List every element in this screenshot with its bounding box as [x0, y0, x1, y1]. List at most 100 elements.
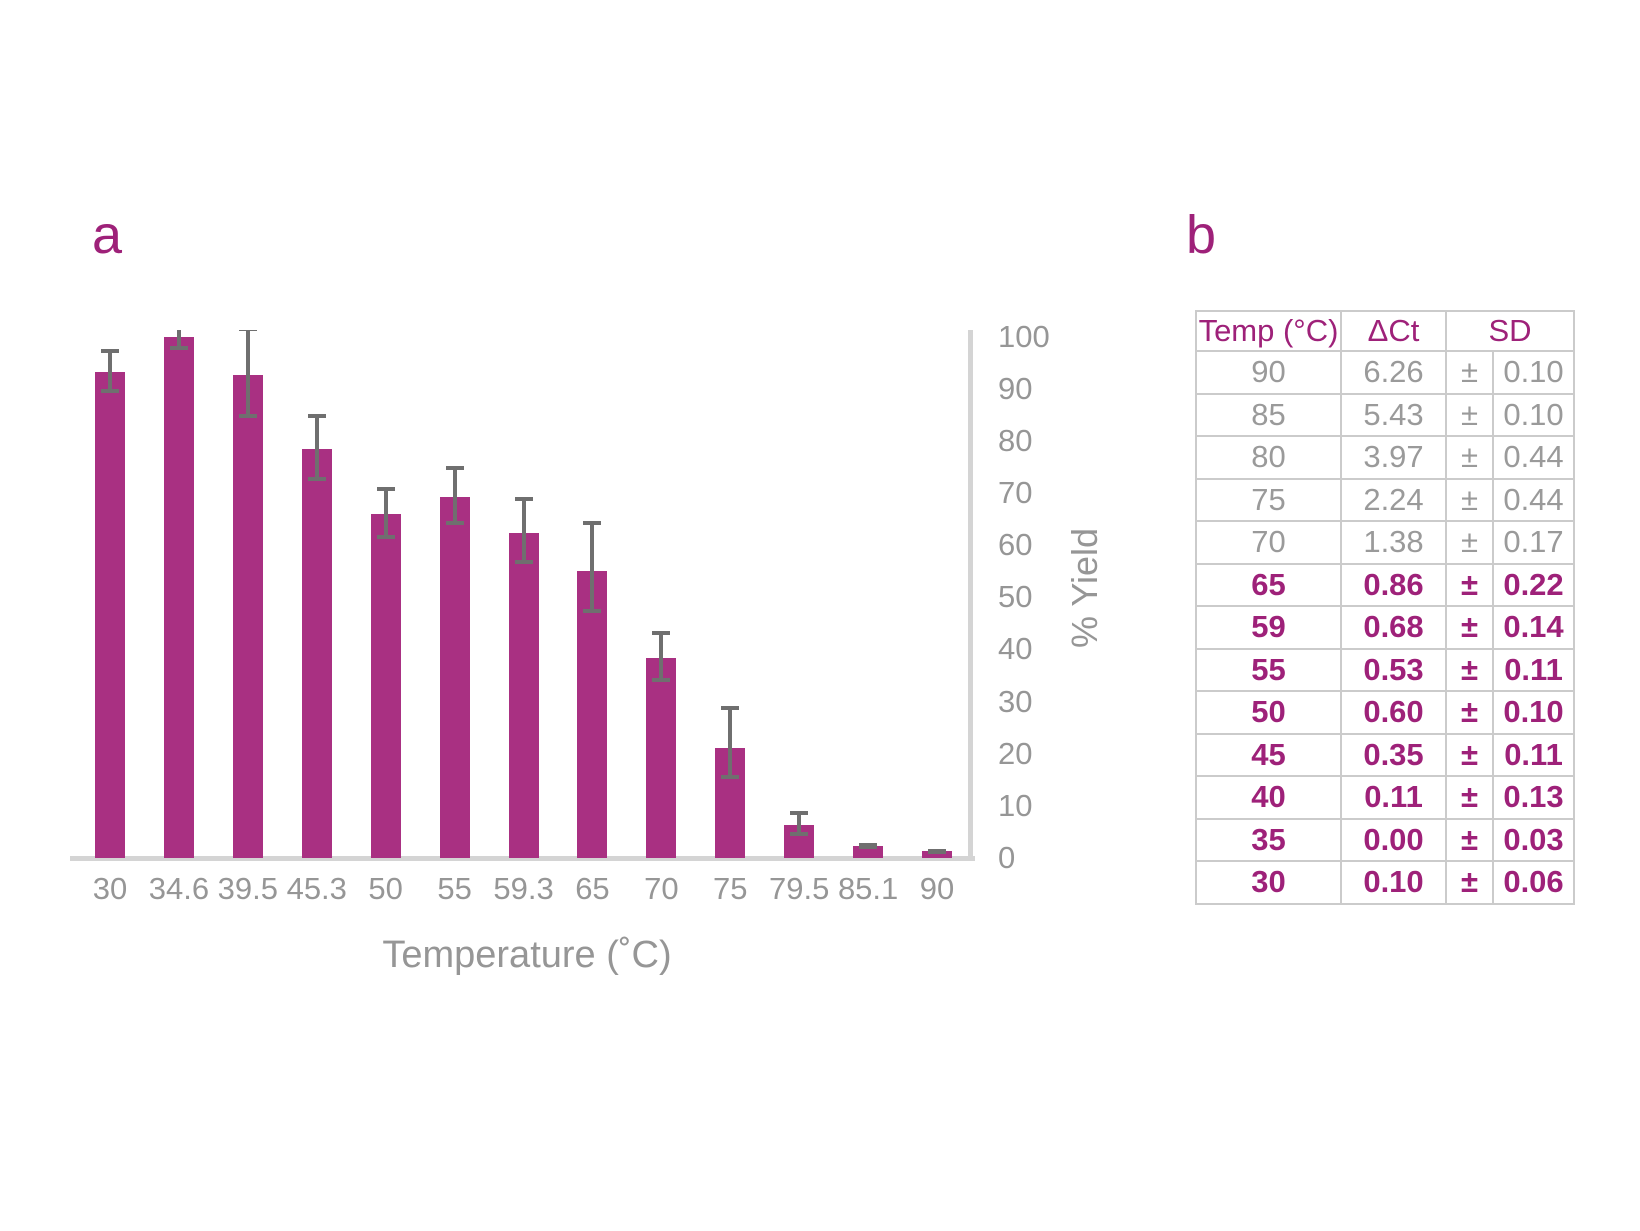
- error-bar-line: [383, 489, 388, 537]
- plus-minus-cell: ±: [1445, 520, 1494, 565]
- error-bar-cap-top: [376, 487, 395, 492]
- error-bar-cap-bottom: [652, 677, 671, 682]
- temp-cell: 59: [1195, 605, 1342, 650]
- sd-cell: 0.03: [1491, 817, 1576, 862]
- x-tick-label: 90: [919, 871, 955, 906]
- y-tick-label: 60: [998, 527, 1033, 562]
- error-bar-cap-bottom: [238, 414, 257, 419]
- bar: [370, 513, 401, 858]
- plus-minus-cell: ±: [1445, 817, 1494, 862]
- y-tick-label: 40: [998, 631, 1033, 666]
- x-tick-label: 50: [368, 871, 403, 906]
- plus-minus-cell: ±: [1445, 477, 1494, 522]
- dct-cell: 0.10: [1340, 860, 1447, 905]
- y-tick-label: 50: [998, 579, 1033, 614]
- error-bar-cap-top: [583, 521, 602, 526]
- error-bar-cap-top: [445, 466, 464, 470]
- temp-cell: 85: [1195, 392, 1342, 437]
- table-header-dct: ΔCt: [1340, 310, 1447, 352]
- plus-minus-cell: ±: [1445, 647, 1494, 692]
- bar: [301, 449, 332, 858]
- error-bar-cap-top: [307, 414, 326, 419]
- error-bar-line: [452, 468, 457, 524]
- error-bar-cap-bottom: [376, 534, 395, 539]
- temp-cell: 80: [1195, 435, 1342, 480]
- error-bar-line: [797, 812, 802, 834]
- x-tick-label: 65: [575, 871, 610, 906]
- sd-cell: 0.06: [1491, 860, 1576, 905]
- table-row: 80 3.97 ±0.44: [1195, 435, 1576, 480]
- sd-cell: 0.44: [1491, 477, 1576, 522]
- table-row: 35 0.00 ±0.03: [1195, 817, 1576, 862]
- sd-cell: 0.44: [1491, 435, 1576, 480]
- x-tick-label: 59.3: [493, 871, 554, 906]
- plus-minus-cell: ±: [1445, 562, 1494, 607]
- table-row: 40 0.11 ±0.13: [1195, 775, 1576, 820]
- y-tick-label: 90: [998, 371, 1033, 406]
- temp-cell: 30: [1195, 860, 1342, 905]
- x-tick-label: 85.1: [837, 871, 899, 906]
- temp-cell: 45: [1195, 732, 1342, 777]
- error-bar-line: [245, 330, 250, 417]
- x-tick-label: 79.5: [769, 871, 830, 906]
- table-row: 70 1.38 ±0.17: [1195, 520, 1576, 565]
- plot-area: [70, 330, 975, 858]
- table-row: 65 0.86 ±0.22: [1195, 562, 1576, 607]
- x-tick-label: 45.3: [286, 871, 347, 906]
- dct-cell: 0.35: [1340, 732, 1447, 777]
- bar: [232, 374, 263, 858]
- plus-minus-cell: ±: [1445, 605, 1494, 650]
- temp-cell: 90: [1195, 350, 1342, 395]
- error-bar-line: [108, 350, 112, 392]
- dct-cell: 0.60: [1340, 690, 1447, 735]
- temp-cell: 50: [1195, 690, 1342, 735]
- error-bar-cap-bottom: [101, 389, 119, 394]
- x-axis-line: [70, 856, 975, 861]
- dct-cell: 5.43: [1340, 392, 1447, 437]
- table-row: 45 0.35 ±0.11: [1195, 732, 1576, 777]
- error-bar-line: [521, 499, 526, 563]
- x-tick-label: 30: [92, 871, 128, 906]
- dct-cell: 6.26: [1340, 350, 1447, 395]
- error-bar-cap-top: [721, 706, 740, 711]
- table-row: 30 0.10 ±0.06: [1195, 860, 1576, 905]
- dct-cell: 3.97: [1340, 435, 1447, 480]
- bar: [508, 532, 539, 858]
- error-bar-line: [728, 708, 733, 777]
- error-bar-cap-top: [514, 497, 533, 502]
- plus-minus-cell: ±: [1445, 350, 1494, 395]
- dct-cell: 0.00: [1340, 817, 1447, 862]
- dct-cell: 0.53: [1340, 647, 1447, 692]
- plus-minus-cell: ±: [1445, 860, 1494, 905]
- y-axis-title: % Yield: [1064, 527, 1105, 649]
- temp-cell: 65: [1195, 562, 1342, 607]
- sd-cell: 0.13: [1491, 775, 1576, 820]
- sd-cell: 0.10: [1491, 392, 1576, 437]
- table-row: 50 0.60 ±0.10: [1195, 690, 1576, 735]
- sd-cell: 0.11: [1491, 732, 1576, 777]
- dct-cell: 0.86: [1340, 562, 1447, 607]
- bar: [439, 496, 470, 858]
- table-header-row: Temp (°C) ΔCt SD: [1195, 310, 1576, 352]
- table-row: 90 6.26 ±0.10: [1195, 350, 1576, 395]
- error-bar-cap-bottom: [790, 831, 809, 836]
- temp-cell: 70: [1195, 520, 1342, 565]
- table-header-temp: Temp (°C): [1195, 310, 1342, 352]
- y-tick-label: 70: [998, 475, 1033, 510]
- dct-cell: 2.24: [1340, 477, 1447, 522]
- temp-cell: 75: [1195, 477, 1342, 522]
- table-row: 75 2.24 ±0.44: [1195, 477, 1576, 522]
- x-tick-label: 70: [644, 871, 679, 906]
- plus-minus-cell: ±: [1445, 732, 1494, 777]
- sd-cell: 0.14: [1491, 605, 1576, 650]
- y-axis-line: [968, 330, 973, 858]
- table-row: 85 5.43 ±0.10: [1195, 392, 1576, 437]
- error-bar-cap-top: [238, 330, 257, 332]
- sd-cell: 0.10: [1491, 350, 1576, 395]
- bar: [163, 336, 194, 858]
- y-tick-label: 80: [998, 423, 1033, 458]
- plus-minus-cell: ±: [1445, 775, 1494, 820]
- error-bar-cap-bottom: [169, 345, 188, 350]
- bar: [853, 846, 884, 858]
